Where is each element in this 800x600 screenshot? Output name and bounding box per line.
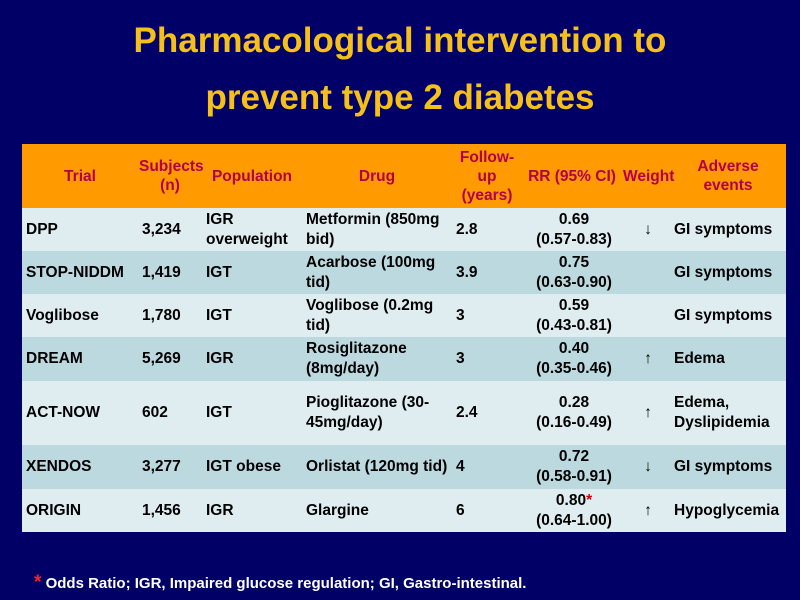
cell-adverse: GI symptoms xyxy=(670,445,786,489)
cell-population: IGR overweight xyxy=(202,208,302,251)
cell-weight: ↑ xyxy=(622,337,670,381)
cell-drug: Voglibose (0.2mg tid) xyxy=(302,294,452,337)
header-trial: Trial xyxy=(22,144,138,208)
header-population: Population xyxy=(202,144,302,208)
header-rr: RR (95% CI) xyxy=(522,144,622,208)
rr-value: 0.69 xyxy=(558,210,590,228)
cell-drug: Rosiglitazone (8mg/day) xyxy=(302,337,452,381)
cell-adverse: Hypoglycemia xyxy=(670,489,786,532)
rr-marker: * xyxy=(586,491,593,509)
slide-title: Pharmacological intervention to prevent … xyxy=(0,12,800,126)
cell-trial: ACT-NOW xyxy=(22,381,138,445)
table-row: XENDOS 3,277 IGT obese Orlistat (120mg tid)… xyxy=(22,445,786,489)
rr-ci: (0.43-0.81) xyxy=(536,316,612,334)
footnote: * Odds Ratio; IGR, Impaired glucose regu… xyxy=(34,572,526,594)
header-weight: Weight xyxy=(622,144,674,208)
rr-value: 0.59 xyxy=(558,296,590,314)
table-row: STOP-NIDDM 1,419 IGT Acarbose (100mg tid) 3.… xyxy=(22,251,786,294)
cell-weight: ↓ xyxy=(622,445,670,489)
rr-value: 0.80 xyxy=(555,491,587,509)
cell-population: IGR xyxy=(202,489,302,532)
cell-trial: STOP-NIDDM xyxy=(22,251,138,294)
rr-ci: (0.64-1.00) xyxy=(536,511,612,529)
cell-adverse: Edema xyxy=(670,337,786,381)
cell-adverse: GI symptoms xyxy=(670,251,786,294)
cell-trial: DREAM xyxy=(22,337,138,381)
cell-weight: ↓ xyxy=(622,208,670,251)
header-adverse: Adverse events xyxy=(670,144,786,208)
rr-value: 0.75 xyxy=(558,253,590,271)
cell-trial: Voglibose xyxy=(22,294,138,337)
cell-weight: ↑ xyxy=(622,489,670,532)
rr-ci: (0.16-0.49) xyxy=(536,414,612,431)
title-line-1: Pharmacological intervention to xyxy=(133,21,667,60)
cell-followup: 2.8 xyxy=(452,208,522,251)
cell-rr: 0.59 (0.43-0.81) xyxy=(522,294,622,337)
cell-rr: 0.80* (0.64-1.00) xyxy=(522,489,622,532)
title-line-2: prevent type 2 diabetes xyxy=(205,78,595,117)
cell-rr: 0.69 (0.57-0.83) xyxy=(522,208,622,251)
cell-subjects: 602 xyxy=(138,381,202,445)
cell-drug: Acarbose (100mg tid) xyxy=(302,251,452,294)
cell-drug: Glargine xyxy=(302,489,452,532)
cell-subjects: 1,780 xyxy=(138,294,202,337)
cell-followup: 4 xyxy=(452,445,522,489)
cell-followup: 6 xyxy=(452,489,522,532)
cell-rr: 0.28 (0.16-0.49) xyxy=(522,381,622,445)
header-drug: Drug xyxy=(302,144,452,208)
cell-subjects: 1,456 xyxy=(138,489,202,532)
cell-followup: 2.4 xyxy=(452,381,522,445)
cell-adverse: GI symptoms xyxy=(670,208,786,251)
cell-rr: 0.75 (0.63-0.90) xyxy=(522,251,622,294)
cell-trial: DPP xyxy=(22,208,138,251)
footnote-text: Odds Ratio; IGR, Impaired glucose regula… xyxy=(45,575,527,592)
table-row: DREAM 5,269 IGR Rosiglitazone (8mg/day) 3 0.4… xyxy=(22,337,786,381)
cell-followup: 3 xyxy=(452,337,522,381)
rr-ci: (0.63-0.90) xyxy=(536,273,612,291)
trials-table: Trial Subjects (n) Population Drug Follo… xyxy=(22,144,786,532)
footnote-marker: * xyxy=(34,572,42,593)
cell-subjects: 5,269 xyxy=(138,337,202,381)
cell-drug: Metformin (850mg bid) xyxy=(302,208,452,251)
cell-followup: 3 xyxy=(452,294,522,337)
rr-value: 0.40 xyxy=(558,340,590,357)
cell-rr: 0.40 (0.35-0.46) xyxy=(522,337,622,381)
table-header-row: Trial Subjects (n) Population Drug Follo… xyxy=(22,144,786,208)
cell-rr: 0.72 (0.58-0.91) xyxy=(522,445,622,489)
cell-subjects: 1,419 xyxy=(138,251,202,294)
cell-population: IGT xyxy=(202,294,302,337)
cell-adverse: GI symptoms xyxy=(670,294,786,337)
table-row: DPP 3,234 IGR overweight Metformin (850mg b… xyxy=(22,208,786,251)
table-body: DPP 3,234 IGR overweight Metformin (850mg b… xyxy=(22,208,786,532)
cell-drug: Pioglitazone (30-45mg/day) xyxy=(302,381,452,445)
cell-trial: ORIGIN xyxy=(22,489,138,532)
cell-trial: XENDOS xyxy=(22,445,138,489)
cell-adverse: Edema, Dyslipidemia xyxy=(670,381,786,445)
rr-ci: (0.35-0.46) xyxy=(536,360,612,377)
cell-subjects: 3,277 xyxy=(138,445,202,489)
rr-value: 0.72 xyxy=(558,448,590,465)
cell-drug: Orlistat (120mg tid) xyxy=(302,445,452,489)
cell-population: IGT xyxy=(202,381,302,445)
rr-value: 0.28 xyxy=(558,394,590,411)
table-row: Voglibose 1,780 IGT Voglibose (0.2mg tid) 3 0… xyxy=(22,294,786,337)
cell-population: IGR xyxy=(202,337,302,381)
cell-population: IGT obese xyxy=(202,445,302,489)
cell-followup: 3.9 xyxy=(452,251,522,294)
header-followup: Follow-up (years) xyxy=(452,144,522,208)
rr-ci: (0.58-0.91) xyxy=(536,468,612,485)
cell-weight xyxy=(622,294,670,337)
rr-ci: (0.57-0.83) xyxy=(536,230,612,248)
table-row: ACT-NOW 602 IGT Pioglitazone (30-45mg/day) 2… xyxy=(22,381,786,445)
cell-weight: ↑ xyxy=(622,381,670,445)
cell-population: IGT xyxy=(202,251,302,294)
cell-weight xyxy=(622,251,670,294)
cell-subjects: 3,234 xyxy=(138,208,202,251)
header-subjects: Subjects (n) xyxy=(138,144,204,208)
table-row: ORIGIN 1,456 IGR Glargine 6 0.80* (0.64-1.00) ↑… xyxy=(22,489,786,532)
